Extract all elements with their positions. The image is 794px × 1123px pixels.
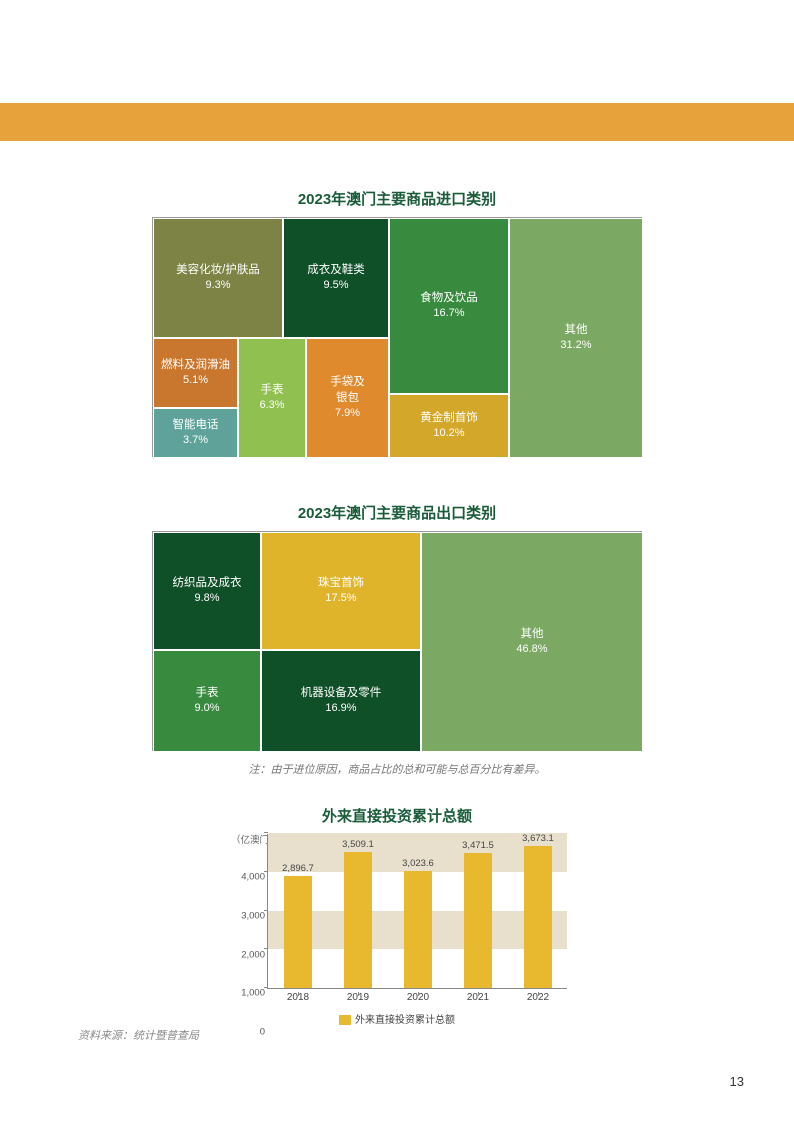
treemap-cell: 美容化妆/护肤品9.3%: [153, 218, 283, 338]
cell-label: 手袋及 银包: [330, 374, 365, 406]
cell-label: 其他: [565, 322, 588, 338]
treemap-cell: 成衣及鞋类9.5%: [283, 218, 389, 338]
fdi-section: 外来直接投资累计总额 （亿澳门元） 2,896.720183,509.12019…: [0, 805, 794, 1026]
x-label: 2020: [388, 992, 448, 1003]
exports-treemap: 纺织品及成衣9.8%珠宝首饰17.5%手表9.0%机器设备及零件16.9%其他4…: [152, 531, 642, 751]
cell-label: 黄金制首饰: [420, 410, 478, 426]
fdi-legend: 外来直接投资累计总额: [227, 1011, 567, 1026]
exports-note: 注：由于进位原因，商品占比的总和可能与总百分比有差异。: [0, 761, 794, 777]
fdi-barchart: 2,896.720183,509.120193,023.620203,471.5…: [267, 834, 567, 989]
y-tick-label: 0: [260, 1027, 265, 1038]
x-label: 2018: [268, 992, 328, 1003]
imports-section: 2023年澳门主要商品进口类别 美容化妆/护肤品9.3%成衣及鞋类9.5%食物及…: [0, 188, 794, 457]
cell-pct: 6.3%: [259, 398, 284, 413]
treemap-cell: 手表9.0%: [153, 650, 261, 752]
treemap-cell: 燃料及润滑油5.1%: [153, 338, 238, 408]
imports-treemap: 美容化妆/护肤品9.3%成衣及鞋类9.5%食物及饮品16.7%其他31.2%燃料…: [152, 217, 642, 457]
cell-pct: 3.7%: [183, 433, 208, 448]
y-tick-label: 4,000: [241, 872, 265, 883]
exports-title: 2023年澳门主要商品出口类别: [0, 502, 794, 523]
cell-pct: 9.0%: [194, 701, 219, 716]
cell-label: 智能电话: [173, 417, 219, 433]
fdi-title: 外来直接投资累计总额: [0, 805, 794, 826]
cell-pct: 10.2%: [433, 426, 464, 441]
bar-group: 3,673.1: [508, 846, 568, 988]
cell-pct: 5.1%: [183, 373, 208, 388]
cell-pct: 46.8%: [516, 642, 547, 657]
bar: 3,673.1: [524, 846, 552, 988]
page-number: 13: [730, 1074, 744, 1089]
bar-value-label: 3,509.1: [342, 839, 374, 850]
treemap-cell: 智能电话3.7%: [153, 408, 238, 458]
imports-title: 2023年澳门主要商品进口类别: [0, 188, 794, 209]
cell-pct: 9.8%: [194, 591, 219, 606]
y-tick-label: 1,000: [241, 988, 265, 999]
treemap-cell: 其他46.8%: [421, 532, 643, 752]
bar-value-label: 3,471.5: [462, 840, 494, 851]
cell-pct: 16.7%: [433, 306, 464, 321]
y-tick-label: 2,000: [241, 949, 265, 960]
x-label: 2021: [448, 992, 508, 1003]
exports-section: 2023年澳门主要商品出口类别 纺织品及成衣9.8%珠宝首饰17.5%手表9.0…: [0, 502, 794, 777]
cell-label: 食物及饮品: [420, 290, 478, 306]
cell-pct: 7.9%: [335, 406, 360, 421]
fdi-chart-wrap: （亿澳门元） 2,896.720183,509.120193,023.62020…: [227, 834, 567, 1026]
bar-value-label: 3,023.6: [402, 858, 434, 869]
treemap-cell: 纺织品及成衣9.8%: [153, 532, 261, 650]
bar-group: 3,509.1: [328, 852, 388, 988]
cell-label: 燃料及润滑油: [161, 357, 230, 373]
treemap-cell: 其他31.2%: [509, 218, 643, 458]
cell-pct: 16.9%: [325, 701, 356, 716]
cell-pct: 17.5%: [325, 591, 356, 606]
cell-label: 珠宝首饰: [318, 575, 364, 591]
bar-group: 3,023.6: [388, 871, 448, 988]
cell-pct: 9.3%: [205, 278, 230, 293]
cell-label: 手表: [261, 382, 284, 398]
y-tick-label: 3,000: [241, 910, 265, 921]
header-bar: [0, 103, 794, 141]
cell-label: 手表: [196, 685, 219, 701]
treemap-cell: 珠宝首饰17.5%: [261, 532, 421, 650]
bar-group: 2,896.7: [268, 876, 328, 988]
cell-pct: 31.2%: [560, 338, 591, 353]
bar-group: 3,471.5: [448, 853, 508, 988]
x-label: 2019: [328, 992, 388, 1003]
bar-value-label: 3,673.1: [522, 833, 554, 844]
cell-label: 其他: [521, 626, 544, 642]
legend-label: 外来直接投资累计总额: [355, 1015, 455, 1026]
bar: 3,471.5: [464, 853, 492, 988]
treemap-cell: 手袋及 银包7.9%: [306, 338, 389, 458]
treemap-cell: 黄金制首饰10.2%: [389, 394, 509, 458]
treemap-cell: 机器设备及零件16.9%: [261, 650, 421, 752]
bar: 3,509.1: [344, 852, 372, 988]
cell-label: 纺织品及成衣: [173, 575, 242, 591]
cell-label: 美容化妆/护肤品: [176, 262, 260, 278]
cell-label: 成衣及鞋类: [307, 262, 365, 278]
bar: 3,023.6: [404, 871, 432, 988]
treemap-cell: 手表6.3%: [238, 338, 306, 458]
x-label: 2022: [508, 992, 568, 1003]
cell-pct: 9.5%: [323, 278, 348, 293]
legend-swatch: [339, 1015, 351, 1025]
bar-value-label: 2,896.7: [282, 863, 314, 874]
source-text: 资料来源：统计暨普查局: [78, 1027, 199, 1043]
treemap-cell: 食物及饮品16.7%: [389, 218, 509, 394]
bar: 2,896.7: [284, 876, 312, 988]
cell-label: 机器设备及零件: [301, 685, 382, 701]
